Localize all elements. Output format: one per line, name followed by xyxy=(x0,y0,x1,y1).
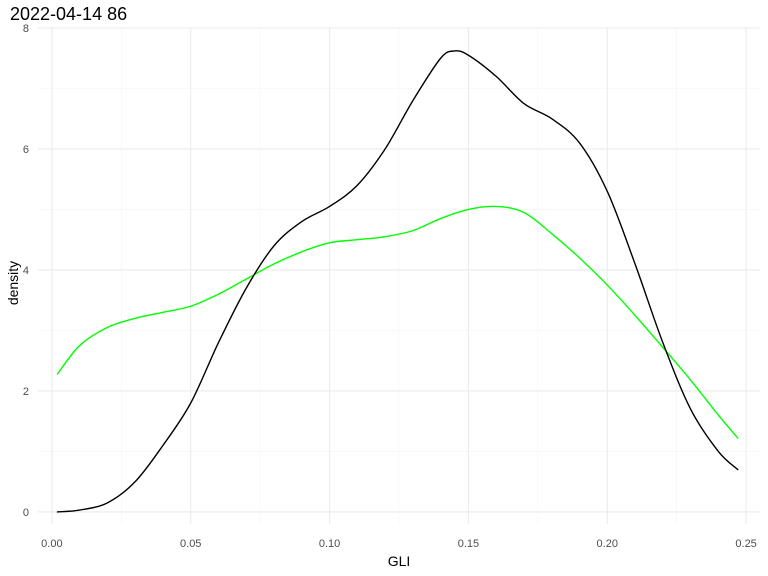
y-tick-label: 6 xyxy=(23,144,29,156)
density-line-green xyxy=(56,205,739,439)
x-tick-label: 0.25 xyxy=(735,538,756,550)
major-gridlines xyxy=(38,27,760,524)
x-axis-label: GLI xyxy=(388,553,411,569)
y-axis-label: density xyxy=(5,261,21,305)
y-tick-label: 2 xyxy=(23,386,29,398)
x-tick-label: 0.15 xyxy=(458,538,479,550)
y-axis-ticks: 0 2 4 6 8 xyxy=(23,23,29,519)
y-tick-label: 8 xyxy=(23,23,29,35)
density-line-black xyxy=(56,50,739,513)
x-tick-label: 0.10 xyxy=(319,538,340,550)
y-tick-label: 4 xyxy=(23,265,29,277)
x-tick-label: 0.05 xyxy=(180,538,201,550)
x-axis-ticks: 0.00 0.05 0.10 0.15 0.20 0.25 xyxy=(41,538,757,550)
y-tick-label: 0 xyxy=(23,507,29,519)
x-tick-label: 0.00 xyxy=(41,538,62,550)
x-tick-label: 0.20 xyxy=(597,538,618,550)
series-lines xyxy=(56,50,739,513)
chart-title: 2022-04-14 86 xyxy=(10,4,127,24)
minor-gridlines xyxy=(38,28,760,524)
